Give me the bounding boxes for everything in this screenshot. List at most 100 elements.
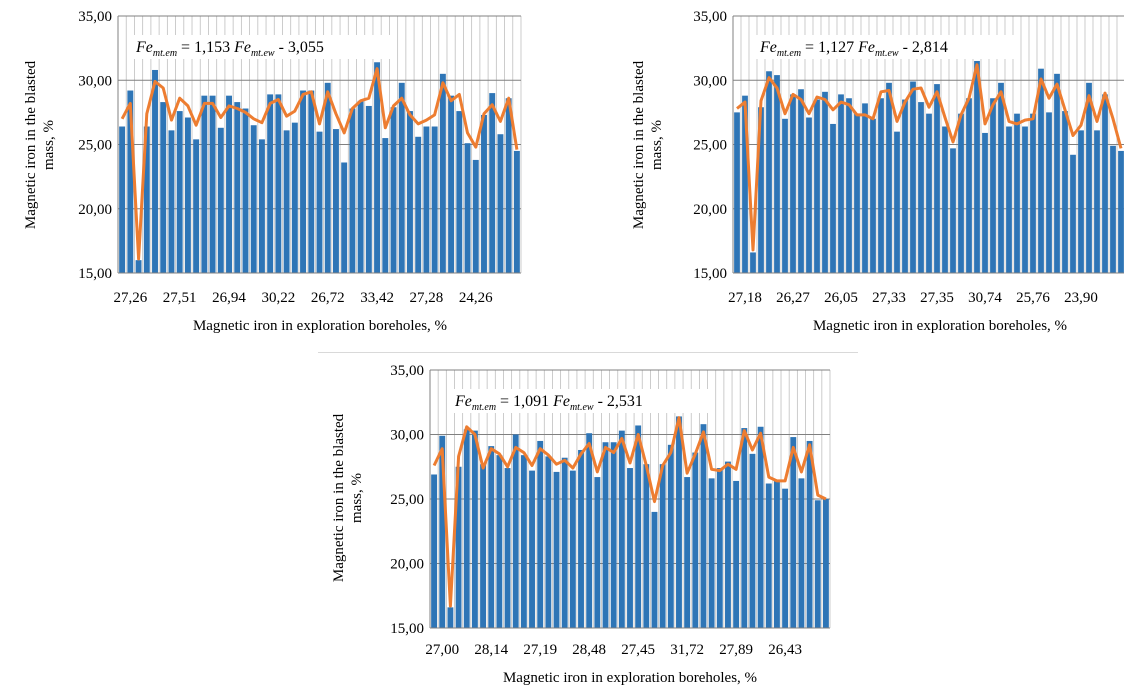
bar <box>553 471 560 628</box>
bar <box>1102 94 1108 273</box>
x-axis-label: Magnetic iron in exploration boreholes, … <box>503 670 757 686</box>
y-axis-label: Magnetic iron in the blasted mass, % <box>23 60 57 229</box>
equation-subscript: mt.em <box>472 402 496 413</box>
bar <box>926 113 932 273</box>
x-tick-label: 26,94 <box>212 290 246 306</box>
bar <box>423 126 430 273</box>
regression-equation: Femt.em = 1,091 Femt.ew - 2,531 <box>454 393 643 413</box>
bar <box>676 416 682 628</box>
trend-line <box>736 63 1123 252</box>
bar <box>1006 126 1012 273</box>
equation-box <box>451 389 709 413</box>
y-tick-label: 15,00 <box>78 266 112 282</box>
y-axis-label-line: Magnetic iron in the blasted <box>23 60 39 229</box>
bar <box>234 102 241 273</box>
x-tick-label: 26,72 <box>311 290 345 306</box>
panel-divider <box>318 352 858 353</box>
bar <box>586 433 593 628</box>
regression-equation: Femt.em = 1,127 Femt.ew - 2,814 <box>759 39 948 59</box>
equation-part: Fe <box>454 393 472 410</box>
bar <box>918 102 924 273</box>
bar <box>806 440 813 628</box>
bar <box>365 105 372 273</box>
bar <box>822 91 828 273</box>
bar <box>275 94 282 273</box>
bar <box>512 434 519 628</box>
x-tick-label: 30,74 <box>968 290 1002 306</box>
y-axis-label: Magnetic iron in the blasted mass, % <box>631 60 665 229</box>
x-tick-label: 27,35 <box>920 290 954 306</box>
equation-part: - 2,531 <box>594 393 643 410</box>
bar <box>464 143 471 273</box>
bar <box>1030 113 1036 273</box>
bar <box>217 127 224 273</box>
bar <box>529 470 535 628</box>
equation-part: = 1,091 <box>496 393 553 410</box>
bar <box>357 100 364 273</box>
bar <box>725 461 731 628</box>
bar <box>594 477 601 628</box>
bar <box>1022 126 1028 273</box>
y-axis-label-line: mass, % <box>649 120 665 170</box>
bar <box>814 500 821 628</box>
equation-part: = 1,153 <box>177 39 234 56</box>
bar <box>1078 130 1084 273</box>
bar <box>716 468 723 628</box>
x-tick-label: 27,00 <box>425 642 459 658</box>
bar <box>250 125 257 273</box>
x-tick-label: 27,45 <box>621 642 655 658</box>
bar <box>830 123 836 273</box>
bar <box>934 84 940 273</box>
bar <box>513 150 520 273</box>
bar <box>806 117 812 273</box>
x-tick-label: 27,51 <box>163 290 197 306</box>
bar <box>798 478 805 628</box>
y-axis-label-line: Magnetic iron in the blasted <box>631 60 647 229</box>
x-tick-label: 27,33 <box>872 290 906 306</box>
bar <box>1070 154 1076 273</box>
x-tick-label: 26,05 <box>824 290 858 306</box>
bar <box>480 464 486 628</box>
bar <box>135 260 142 273</box>
bar-series <box>119 62 520 274</box>
x-tick-label: 27,18 <box>728 290 762 306</box>
bar <box>349 108 356 274</box>
x-axis-label: Magnetic iron in exploration boreholes, … <box>813 318 1067 334</box>
bar <box>143 126 150 273</box>
equation-part: = 1,127 <box>801 39 858 56</box>
bar <box>374 62 381 274</box>
bar <box>750 252 756 273</box>
bar <box>168 130 175 273</box>
y-tick-label: 30,00 <box>693 73 727 89</box>
bar <box>127 90 134 273</box>
bar <box>774 480 780 628</box>
bar <box>846 98 852 274</box>
bar <box>488 446 495 628</box>
bar <box>258 139 265 273</box>
bar <box>742 95 748 273</box>
equation-part: Fe <box>135 39 153 56</box>
bar <box>950 148 956 273</box>
bar <box>667 444 674 628</box>
equation-part: Fe <box>233 39 251 56</box>
bar <box>757 426 764 628</box>
bar <box>201 95 208 273</box>
bar <box>1038 68 1044 273</box>
bar <box>1094 130 1100 273</box>
bar <box>974 60 980 273</box>
bar <box>765 483 772 628</box>
bar <box>184 117 191 273</box>
chart-panel-1: 15,00 20,00 25,00 30,00 35,00 27,26 27,51 26,94… <box>23 9 522 334</box>
x-tick-label: 28,14 <box>474 642 508 658</box>
equation-box <box>132 35 390 59</box>
equation-subscript: mt.em <box>777 48 801 59</box>
bar <box>910 81 916 273</box>
x-tick-label: 33,42 <box>360 290 394 306</box>
bar <box>407 111 413 273</box>
bar <box>894 131 900 273</box>
y-tick-label: 20,00 <box>78 202 112 218</box>
bar <box>766 71 772 273</box>
bar <box>659 464 666 628</box>
regression-equation: Femt.em = 1,153 Femt.ew - 3,055 <box>135 39 324 59</box>
bar <box>481 114 487 273</box>
